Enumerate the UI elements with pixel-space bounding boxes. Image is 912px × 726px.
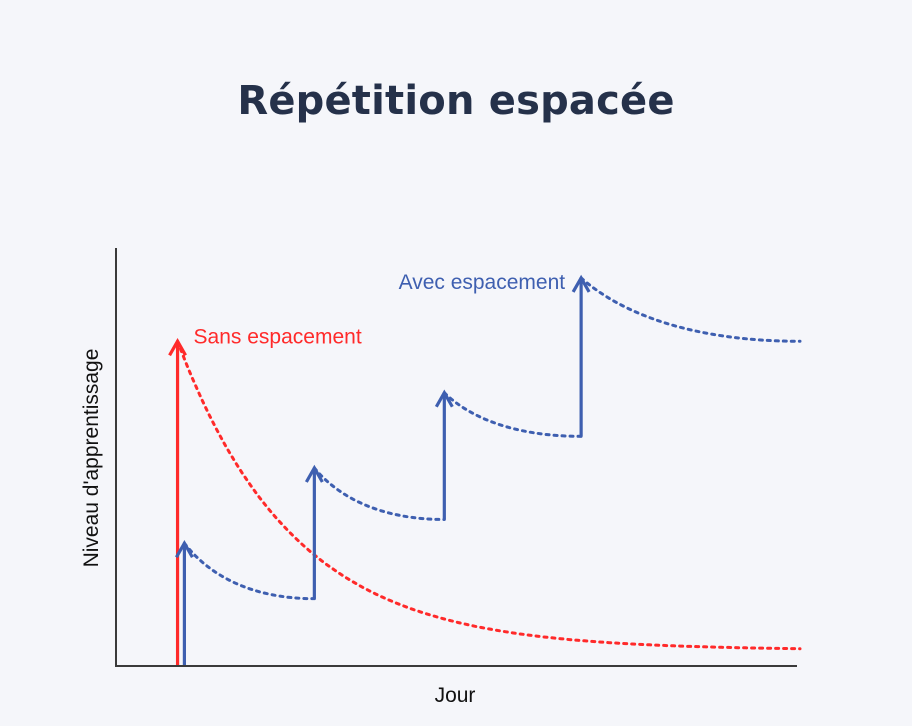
- review-arrows: [168, 274, 591, 666]
- series-avec-espacement-review-arrow-1: [175, 540, 194, 666]
- page-title: Répétition espacée: [237, 78, 675, 124]
- series-sans-espacement-review-arrow-1-head: [168, 338, 187, 357]
- y-axis-label: Niveau d'apprentissage: [80, 349, 103, 568]
- annotation-sans-espacement: Sans espacement: [194, 325, 362, 348]
- series-avec-espacement-review-arrow-4-head: [571, 274, 591, 293]
- series-avec-espacement-decay-1: [182, 541, 316, 601]
- series-sans-espacement-review-arrow-1: [168, 338, 187, 666]
- series-avec-espacement-review-arrow-2-head: [304, 464, 324, 483]
- x-axis-label: Jour: [435, 684, 476, 707]
- series-avec-espacement-decay-3: [442, 391, 583, 438]
- annotation-avec-espacement: Avec espacement: [399, 271, 566, 294]
- series-avec-espacement-review-arrow-3-head: [434, 389, 454, 408]
- series-avec-espacement-review-arrow-1-head: [175, 540, 194, 559]
- series-avec-espacement-decay-4: [579, 276, 802, 343]
- series-avec-espacement-review-arrow-2: [304, 464, 324, 599]
- series-avec-espacement-decay-2: [312, 466, 446, 521]
- annotations: Sans espacement Avec espacement: [194, 271, 566, 348]
- series-avec-espacement-review-arrow-3: [434, 389, 454, 520]
- decay-curves: [176, 276, 802, 651]
- series-avec-espacement-review-arrow-4: [571, 274, 591, 437]
- series-sans-espacement-decay: [176, 339, 802, 651]
